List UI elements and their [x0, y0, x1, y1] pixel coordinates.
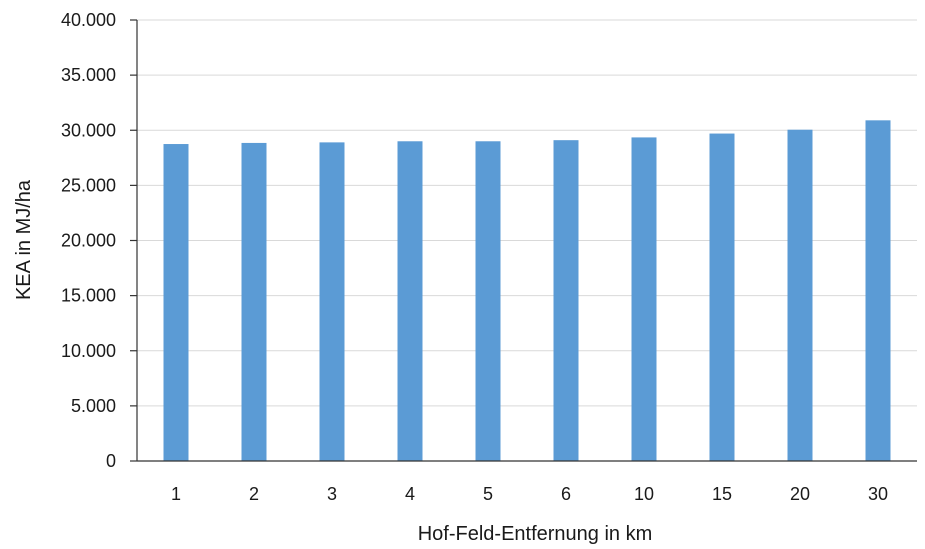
x-tick-label: 10 [634, 484, 654, 504]
x-tick-labels: 1 2 3 4 5 6 10 15 20 30 [171, 484, 888, 504]
y-tick-label: 35.000 [61, 65, 116, 85]
x-axis-title: Hof-Feld-Entfernung in km [418, 523, 653, 545]
gridlines [137, 19, 917, 407]
bar-20-km [787, 129, 813, 462]
bar-1-km [163, 144, 189, 461]
x-tick-label: 5 [483, 484, 493, 504]
bars [163, 120, 891, 462]
y-tick-label: 40.000 [61, 10, 116, 30]
x-tick-label: 3 [327, 484, 337, 504]
bar-4-km [397, 141, 423, 461]
x-tick-label: 6 [561, 484, 571, 504]
bar-3-km [319, 142, 345, 461]
bar-2-km [241, 142, 267, 461]
y-tick-label: 0 [106, 451, 116, 471]
x-tick-label: 1 [171, 484, 181, 504]
x-tick-label: 30 [868, 484, 888, 504]
y-tick-labels: 0 5.000 10.000 15.000 20.000 25.000 30.000 35.0… [61, 10, 116, 471]
y-axis-title: KEA in MJ/ha [13, 179, 35, 300]
bar-30-km [865, 120, 891, 461]
bar-5-km [475, 141, 501, 461]
y-tick-label: 10.000 [61, 341, 116, 361]
x-tick-label: 4 [405, 484, 415, 504]
y-tick-label: 25.000 [61, 175, 116, 195]
axes [130, 19, 917, 462]
y-tick-label: 5.000 [71, 396, 116, 416]
bar-10-km [631, 137, 657, 461]
x-tick-label: 20 [790, 484, 810, 504]
bar-6-km [553, 140, 579, 462]
y-tick-label: 20.000 [61, 231, 116, 251]
x-tick-label: 15 [712, 484, 732, 504]
y-tick-label: 15.000 [61, 286, 116, 306]
y-tick-label: 30.000 [61, 120, 116, 140]
bar-15-km [709, 133, 735, 461]
x-tick-label: 2 [249, 484, 259, 504]
